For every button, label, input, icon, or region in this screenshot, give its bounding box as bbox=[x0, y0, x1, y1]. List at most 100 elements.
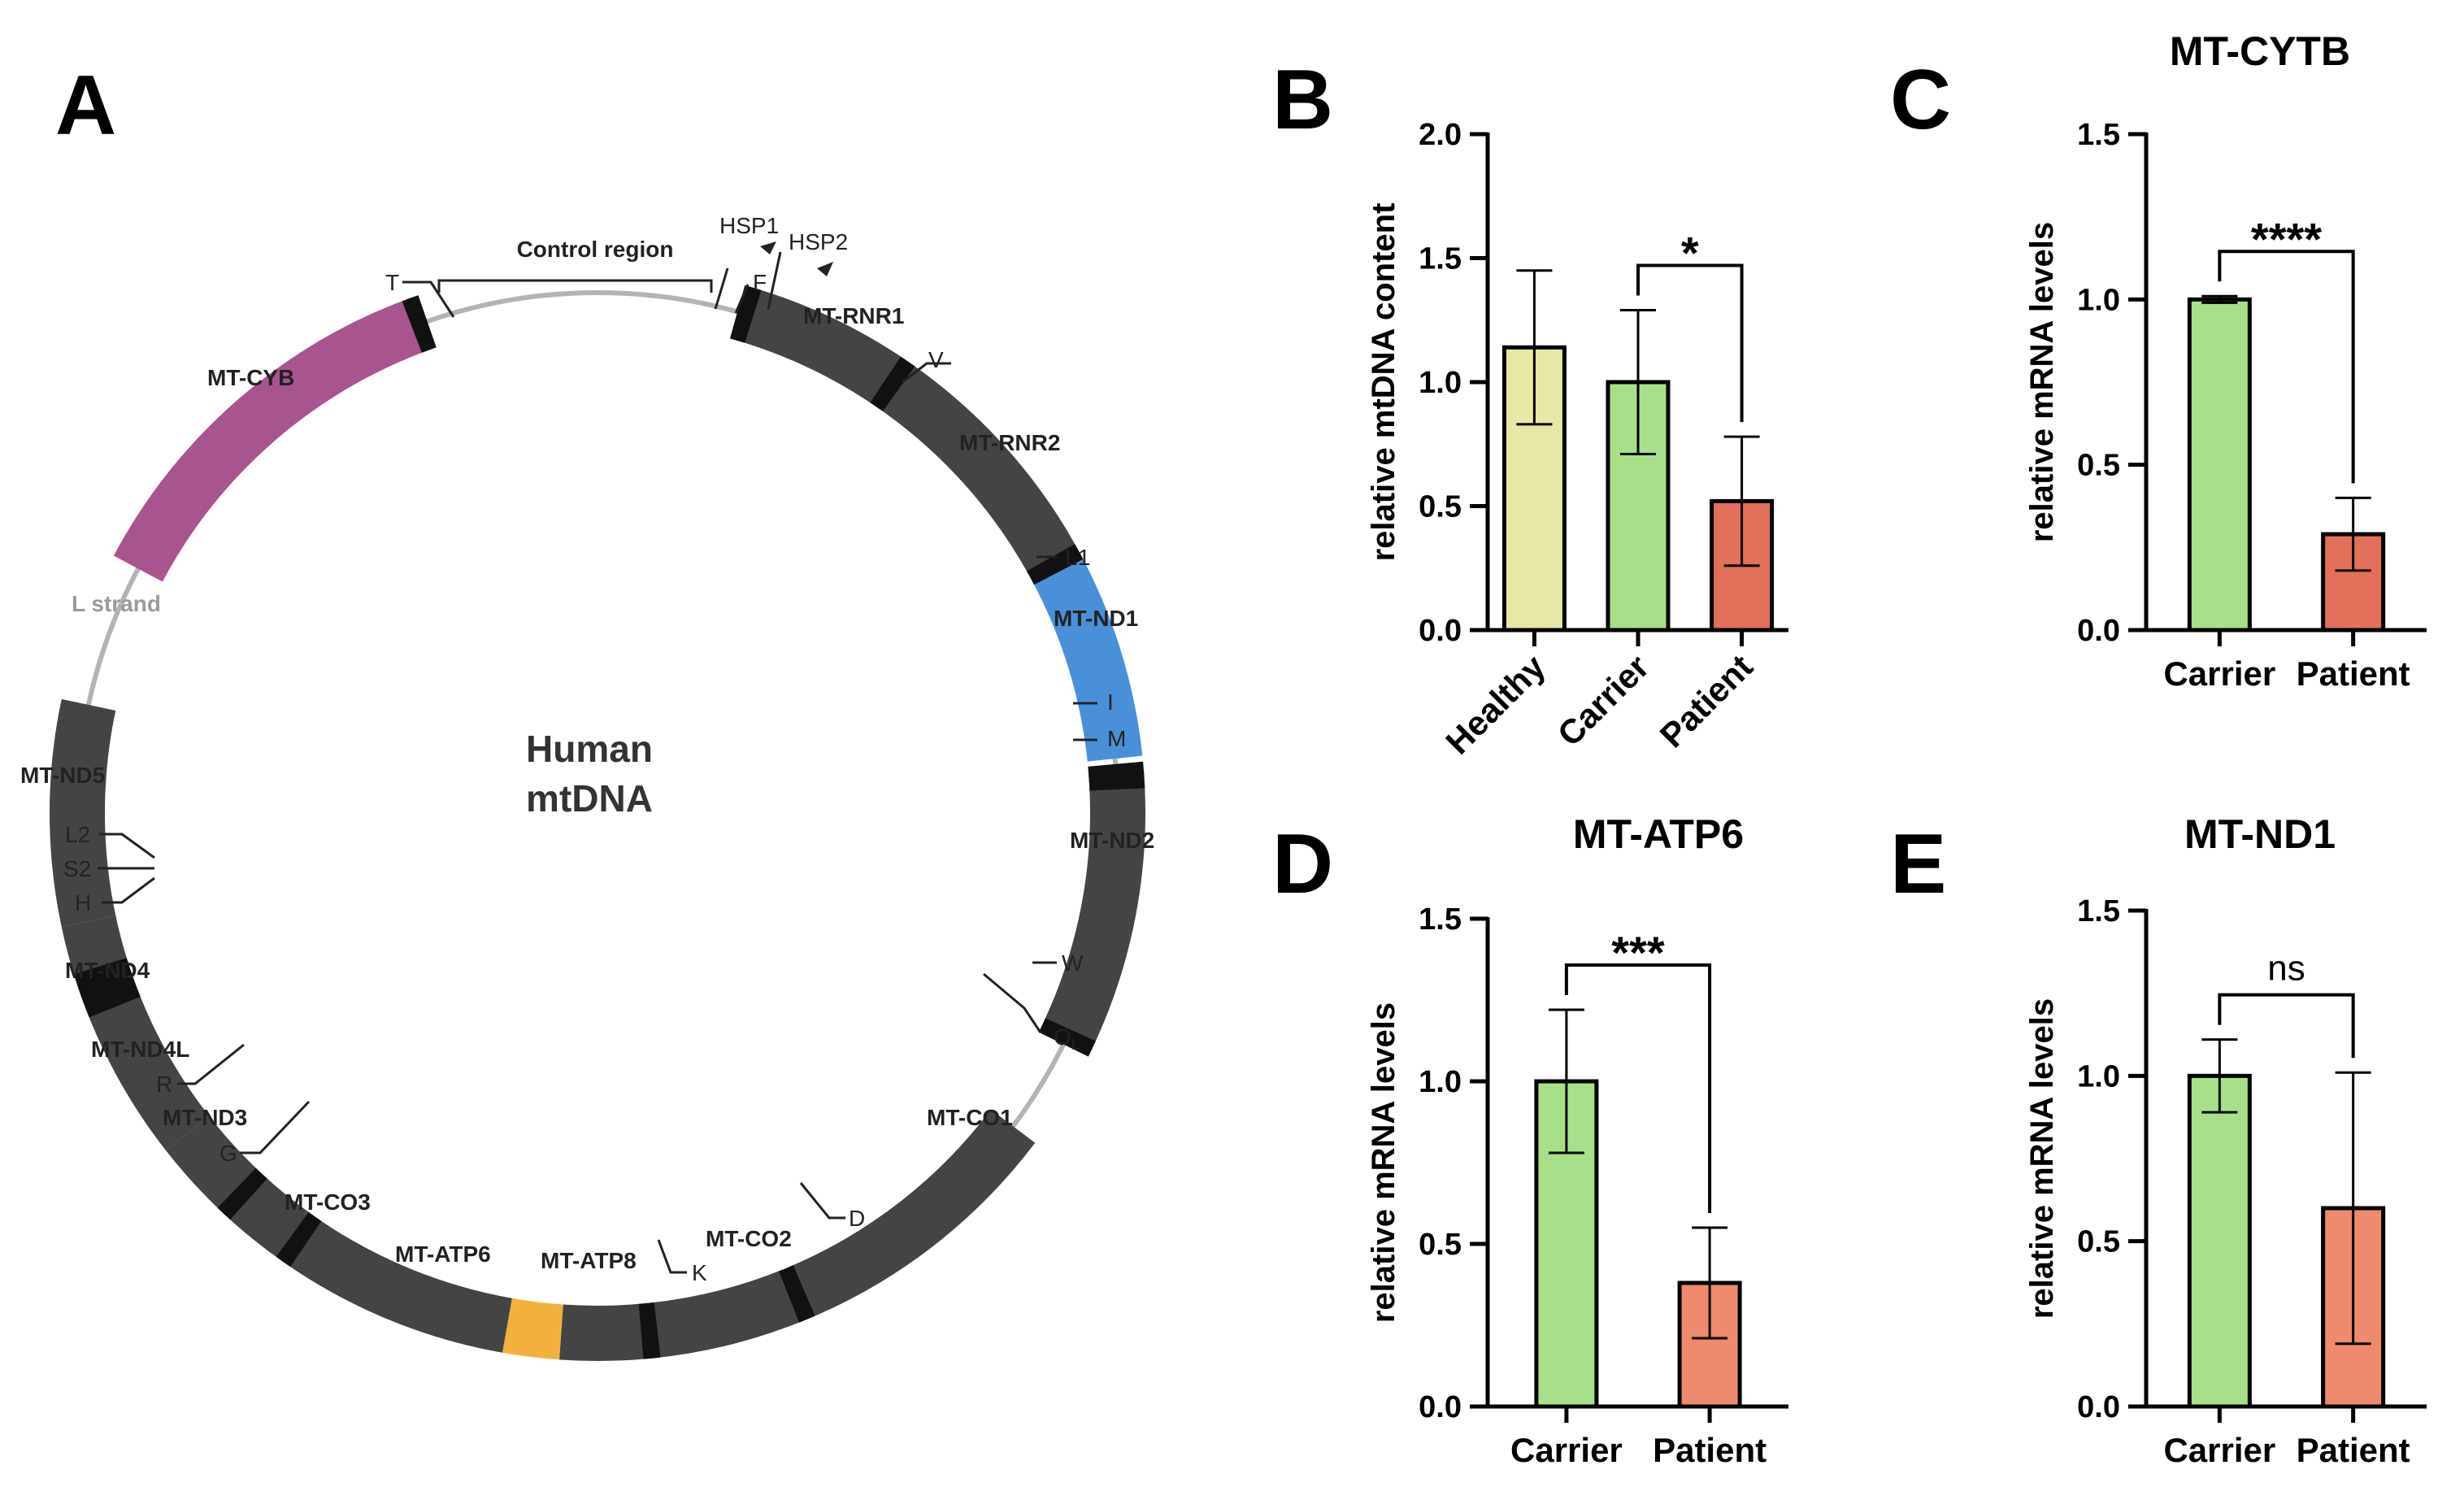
trna-g bbox=[276, 1211, 322, 1267]
chart-d-ytick-label: 0.5 bbox=[1419, 1228, 1462, 1262]
chart-c-bar-carrier bbox=[2187, 297, 2252, 633]
marker-i: I bbox=[1107, 689, 1114, 715]
trna-f bbox=[729, 285, 762, 343]
chart-d-ytick-label: 1.0 bbox=[1419, 1065, 1462, 1099]
leader-d bbox=[799, 1182, 845, 1220]
gene-label-cyb: MT-CYB bbox=[207, 365, 294, 390]
trna-d bbox=[778, 1265, 815, 1323]
chart-d-title: MT-ATP6 bbox=[1573, 811, 1744, 857]
chart-b: B relative mtDNA content 0.0 0.5 1.0 1.5 2.0 H… bbox=[1272, 53, 1788, 762]
leader-h bbox=[102, 876, 155, 904]
chart-e-ytick-label: 0.0 bbox=[2077, 1390, 2120, 1424]
chart-c-ytick-label: 0.5 bbox=[2077, 449, 2120, 483]
chart-d-ytick-label: 1.5 bbox=[1419, 902, 1462, 937]
arc-nd2 bbox=[1044, 784, 1145, 1045]
arc-atp8 bbox=[559, 1302, 655, 1361]
trna-l2 bbox=[73, 958, 132, 991]
chart-e-ytick-label: 1.0 bbox=[2077, 1059, 2120, 1094]
control-region-label: Control region bbox=[517, 237, 674, 262]
chart-b-significance-label: * bbox=[1681, 228, 1699, 279]
arc-co2 bbox=[648, 1269, 803, 1359]
chart-c-ylabel: relative mRNA levels bbox=[2024, 222, 2060, 542]
marker-hsp1: HSP1 bbox=[719, 213, 779, 238]
chart-e-significance-bracket bbox=[2218, 993, 2355, 1059]
chart-e-ylabel: relative mRNA levels bbox=[2024, 998, 2060, 1319]
gene-label-co1: MT-CO1 bbox=[927, 1105, 1013, 1130]
chart-c-significance-label: **** bbox=[2251, 213, 2322, 264]
map-center-line2: mtDNA bbox=[526, 777, 653, 820]
chart-e-ytick-label: 1.5 bbox=[2077, 894, 2120, 928]
trna-l1 bbox=[1026, 544, 1084, 585]
leader-ol bbox=[983, 972, 1042, 1033]
chart-c-ytick-label: 1.5 bbox=[2077, 118, 2120, 152]
arc-atp6 bbox=[502, 1298, 564, 1360]
chart-d: D MT-ATP6 relative mRNA levels 0.0 0.5 1.0 1.… bbox=[1272, 811, 1788, 1469]
marker-m: M bbox=[1107, 726, 1126, 751]
chart-b-ytick-label: 0.0 bbox=[1419, 614, 1462, 648]
gene-label-atp8: MT-ATP8 bbox=[541, 1248, 637, 1273]
marker-hsp2: HSP2 bbox=[789, 229, 848, 254]
gene-label-rnr1: MT-RNR1 bbox=[803, 303, 904, 328]
gene-label-co2: MT-CO2 bbox=[706, 1226, 792, 1251]
arc-rnr1 bbox=[732, 286, 912, 410]
marker-v: V bbox=[928, 347, 944, 372]
chart-c-category-label: Carrier bbox=[2163, 654, 2275, 693]
chart-c-category-label: Patient bbox=[2297, 654, 2410, 693]
leader-f bbox=[734, 284, 750, 314]
panel-letter-d: D bbox=[1272, 817, 1333, 911]
chart-d-ytick-label: 0.0 bbox=[1419, 1390, 1462, 1424]
chart-b-ytick-label: 1.0 bbox=[1419, 366, 1462, 400]
trna-t bbox=[402, 295, 437, 353]
trna-m bbox=[1089, 771, 1145, 791]
trna-w bbox=[1038, 1018, 1096, 1057]
gene-label-nd4l: MT-ND4L bbox=[91, 1037, 189, 1062]
marker-w: W bbox=[1062, 950, 1084, 976]
leader-r bbox=[177, 1043, 245, 1085]
chart-b-ytick-label: 2.0 bbox=[1419, 118, 1462, 152]
chart-b-ytick-label: 0.5 bbox=[1419, 490, 1462, 524]
chart-d-category-label: Carrier bbox=[1510, 1431, 1623, 1469]
marker-d: D bbox=[849, 1206, 865, 1231]
marker-l2: L2 bbox=[65, 822, 90, 847]
chart-b-ylabel: relative mtDNA content bbox=[1366, 203, 1401, 562]
arc-nd4 bbox=[61, 915, 210, 1150]
trna-k bbox=[638, 1302, 661, 1359]
marker-s2: S2 bbox=[63, 856, 91, 881]
leader-l2 bbox=[99, 833, 155, 859]
gene-label-nd5: MT-ND5 bbox=[20, 763, 105, 788]
arc-nd1 bbox=[1028, 547, 1143, 762]
gene-label-nd2: MT-ND2 bbox=[1070, 828, 1154, 853]
leader-k bbox=[657, 1239, 687, 1274]
chart-c: C MT-CYTB relative mRNA levels 0.0 0.5 1.0 1.… bbox=[1890, 28, 2427, 693]
leader-hsp1 bbox=[714, 267, 729, 310]
marker-l1: L1 bbox=[1065, 545, 1090, 570]
marker-k: K bbox=[692, 1260, 707, 1285]
chart-d-ylabel: relative mRNA levels bbox=[1366, 1002, 1401, 1323]
marker-ol-sub: L bbox=[1071, 1036, 1080, 1054]
mtdna-map: A Human mtDNA L strand Control region MT… bbox=[20, 59, 1154, 1361]
marker-ol-main: O bbox=[1054, 1024, 1071, 1050]
chart-e-category-label: Carrier bbox=[2163, 1431, 2275, 1469]
hsp1-arrowhead bbox=[760, 241, 776, 254]
chart-c-title: MT-CYTB bbox=[2170, 28, 2350, 74]
leader-hsp2 bbox=[767, 251, 782, 310]
trna-v bbox=[870, 356, 915, 412]
chart-e: E MT-ND1 relative mRNA levels 0.0 0.5 1.0 1.5… bbox=[1890, 811, 2427, 1469]
hsp2-arrowhead bbox=[817, 262, 833, 276]
chart-b-significance-bracket bbox=[1636, 263, 1744, 423]
panel-letter-e: E bbox=[1890, 817, 1946, 911]
marker-ol: OL bbox=[1054, 1024, 1080, 1054]
map-center-line1: Human bbox=[526, 728, 653, 770]
marker-r: R bbox=[156, 1072, 172, 1097]
gene-label-co3: MT-CO3 bbox=[285, 1189, 371, 1215]
mtdna-map-arcs bbox=[50, 285, 1145, 1361]
chart-e-significance-label: ns bbox=[2267, 949, 2305, 989]
chart-b-category-label: Patient bbox=[1653, 647, 1760, 754]
marker-t: T bbox=[385, 270, 399, 295]
marker-f: F bbox=[753, 270, 767, 295]
chart-b-category-label: Carrier bbox=[1550, 647, 1657, 754]
panel-letter-b: B bbox=[1272, 53, 1333, 147]
chart-e-title: MT-ND1 bbox=[2184, 811, 2336, 857]
leader-v bbox=[902, 362, 951, 384]
